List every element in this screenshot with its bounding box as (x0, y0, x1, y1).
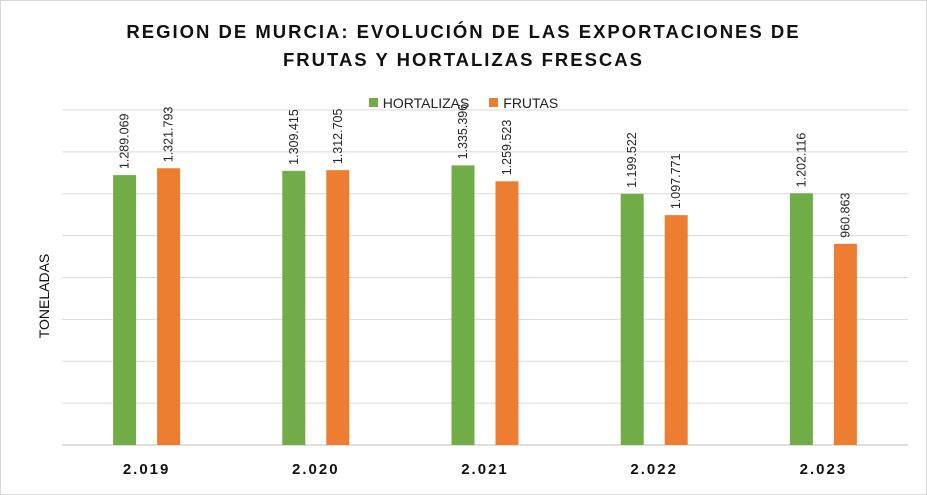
x-tick-label-4: 2.023 (800, 461, 848, 478)
bar-frutas-1 (326, 170, 350, 445)
data-label-frutas-1: 1.312.705 (331, 108, 345, 164)
legend-swatch-hortalizas (368, 98, 378, 107)
data-label-hortalizas-3: 1.199.522 (625, 132, 639, 188)
bar-hortalizas-4 (789, 193, 813, 445)
data-label-hortalizas-2: 1.335.396 (456, 104, 470, 160)
data-label-frutas-4: 960.863 (838, 193, 852, 238)
data-label-hortalizas-4: 1.202.116 (794, 133, 808, 188)
chart-title-line-1: REGION DE MURCIA: EVOLUCIÓN DE LAS EXPOR… (126, 21, 801, 42)
x-tick-label-3: 2.022 (630, 461, 678, 478)
bar-hortalizas-1 (282, 170, 306, 445)
bar-frutas-4 (833, 243, 857, 445)
data-label-frutas-2: 1.259.523 (500, 120, 514, 176)
data-label-hortalizas-1: 1.309.415 (287, 109, 301, 165)
legend-item-hortalizas: HORTALIZAS (368, 94, 470, 111)
bar-hortalizas-0 (113, 175, 137, 445)
x-tick-label-0: 2.019 (123, 461, 171, 478)
bar-frutas-0 (157, 168, 181, 446)
data-label-frutas-0: 1.321.793 (162, 107, 176, 163)
data-label-frutas-3: 1.097.771 (669, 153, 683, 209)
data-label-hortalizas-0: 1.289.069 (118, 113, 132, 169)
legend-label-frutas: FRUTAS (503, 94, 559, 111)
legend-item-frutas: FRUTAS (489, 95, 558, 111)
bar-frutas-2 (495, 181, 519, 446)
chart-title-line-2: FRUTAS Y HORTALIZAS FRESCAS (283, 49, 644, 70)
bar-hortalizas-3 (620, 193, 644, 445)
x-tick-label-1: 2.020 (292, 461, 340, 478)
legend-swatch-frutas (489, 98, 499, 107)
chart-title: REGION DE MURCIA: EVOLUCIÓN DE LAS EXPOR… (0, 18, 927, 74)
x-tick-label-2: 2.021 (461, 461, 509, 478)
bar-frutas-3 (664, 215, 688, 445)
legend-label-hortalizas: HORTALIZAS (382, 94, 470, 111)
bar-hortalizas-2 (451, 165, 475, 445)
chart-legend: HORTALIZAS FRUTAS (0, 94, 927, 111)
